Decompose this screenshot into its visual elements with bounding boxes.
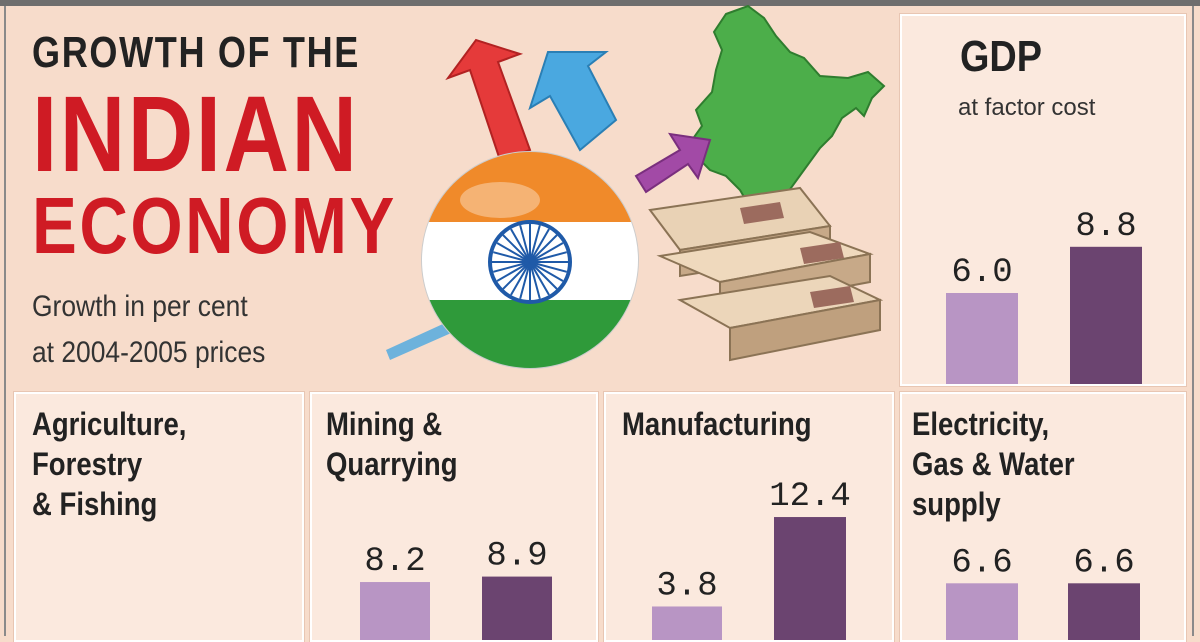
electricity-title-line-2: Gas & Water xyxy=(912,446,1075,482)
chakra-spoke xyxy=(529,242,564,263)
currency-bundles-icon xyxy=(648,186,884,362)
gdp-title: GDP xyxy=(960,32,1043,81)
subtitle-line-2: at 2004-2005 prices xyxy=(32,336,266,369)
bar-value-label-1: 3.8 xyxy=(656,567,717,605)
panel-manufacturing: Manufacturing 3.8 12.4 xyxy=(604,392,894,642)
chakra-spoke xyxy=(529,261,541,299)
agriculture-title-line-2: Forestry xyxy=(32,446,143,482)
chakra-spoke xyxy=(529,251,567,263)
bar-2 xyxy=(774,517,846,640)
mining-title: Mining & Quarrying xyxy=(326,404,458,484)
flag-globe-icon xyxy=(421,151,639,369)
electricity-chart: 6.6 6.6 xyxy=(946,544,1140,640)
bar-1 xyxy=(360,582,430,640)
bar-value-label-2: 8.8 xyxy=(1075,208,1136,246)
chakra-spoke xyxy=(529,261,558,290)
agriculture-title-line-1: Agriculture, xyxy=(32,406,187,442)
chakra-spoke xyxy=(510,261,531,296)
illustration xyxy=(386,4,886,369)
panel-agriculture: Agriculture, Forestry & Fishing xyxy=(14,392,304,642)
chakra-spoke xyxy=(529,228,550,263)
growth-arrow-icon xyxy=(386,38,712,360)
panel-electricity: Electricity, Gas & Water supply 6.6 6.6 xyxy=(900,392,1186,642)
chakra-spoke xyxy=(502,234,531,263)
chakra-spoke xyxy=(493,251,531,263)
panel-mining: Mining & Quarrying 8.2 8.9 xyxy=(310,392,598,642)
electricity-title-line-1: Electricity, xyxy=(912,406,1050,442)
bar-1 xyxy=(652,606,722,640)
headline-line-1: GROWTH OF THE xyxy=(32,28,360,77)
mining-title-line-2: Quarrying xyxy=(326,446,458,482)
headline-line-2: INDIAN xyxy=(32,73,360,194)
bar-value-label-1: 6.0 xyxy=(951,254,1012,292)
chakra-spoke xyxy=(510,228,531,263)
chakra-spoke xyxy=(529,261,550,296)
mining-title-line-1: Mining & xyxy=(326,406,443,442)
manufacturing-chart: 3.8 12.4 xyxy=(652,478,851,640)
bar-2 xyxy=(1070,246,1142,384)
bar-value-label-1: 6.6 xyxy=(951,544,1012,582)
agriculture-title-line-3: & Fishing xyxy=(32,486,158,522)
chakra-spoke xyxy=(519,261,531,299)
bar-value-label-2: 8.9 xyxy=(486,538,547,576)
bar-1 xyxy=(946,293,1018,384)
chakra-spoke xyxy=(529,225,541,263)
mining-chart: 8.2 8.9 xyxy=(360,538,552,640)
headline-line-3: ECONOMY xyxy=(32,181,397,270)
bar-value-label-2: 6.6 xyxy=(1073,544,1134,582)
top-border xyxy=(0,0,1200,6)
bar-2 xyxy=(482,576,552,640)
india-map-icon xyxy=(690,4,886,234)
bar-value-label-1: 8.2 xyxy=(364,543,425,581)
bar-2 xyxy=(1068,583,1140,640)
gdp-chart: 6.0 8.8 xyxy=(946,208,1142,384)
manufacturing-title-line-1: Manufacturing xyxy=(622,406,812,442)
bar-1 xyxy=(946,583,1018,640)
chakra-spoke xyxy=(529,261,564,282)
electricity-title-line-3: supply xyxy=(912,486,1001,522)
bar-value-label-2: 12.4 xyxy=(769,478,851,516)
panel-gdp: GDP at factor cost 6.0 8.8 xyxy=(900,14,1186,386)
infographic-frame xyxy=(4,6,1194,636)
electricity-title: Electricity, Gas & Water supply xyxy=(912,404,1075,524)
gdp-subtitle: at factor cost xyxy=(958,94,1096,121)
chakra-spoke xyxy=(493,261,531,273)
chakra-spoke xyxy=(502,261,531,290)
agriculture-title: Agriculture, Forestry & Fishing xyxy=(32,404,186,524)
chakra-spoke xyxy=(496,242,531,263)
chakra-spoke xyxy=(519,225,531,263)
chakra-spoke xyxy=(496,261,531,282)
manufacturing-title: Manufacturing xyxy=(622,404,812,444)
chakra-spoke xyxy=(529,261,567,273)
chakra-spoke xyxy=(529,234,558,263)
subtitle-line-1: Growth in per cent xyxy=(32,290,248,323)
